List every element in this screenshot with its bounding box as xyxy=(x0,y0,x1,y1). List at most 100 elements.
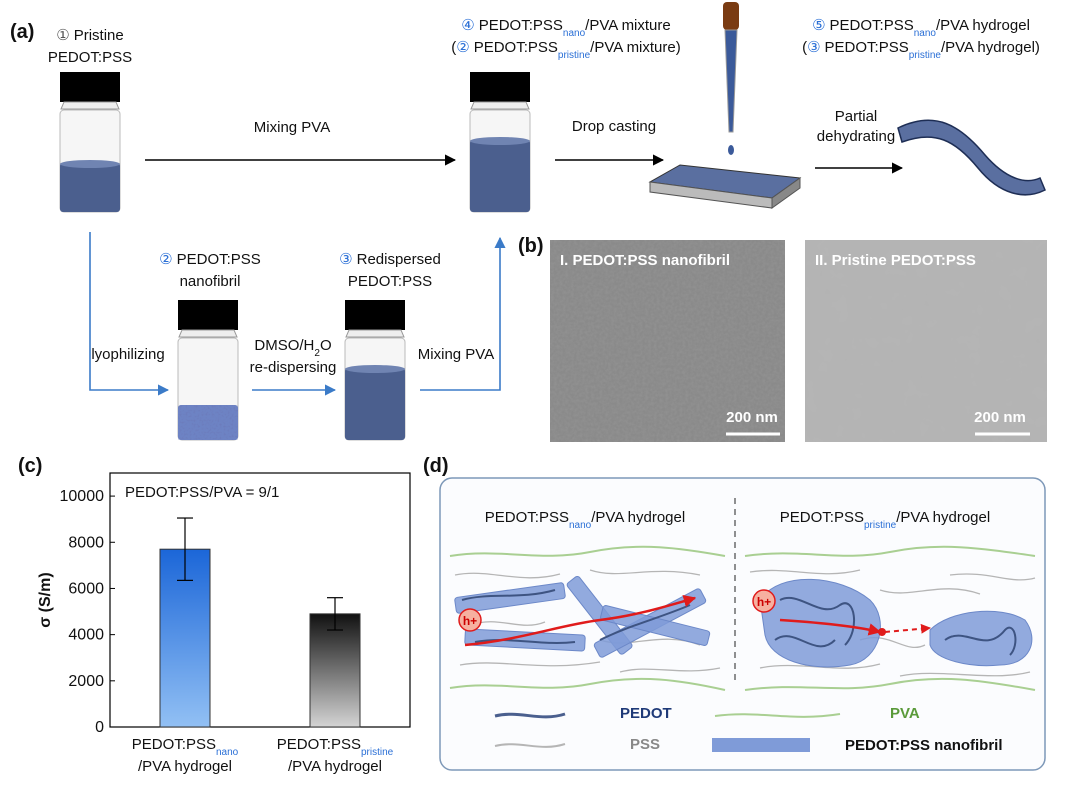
label: (② PEDOT:PSSpristine/PVA mixture) xyxy=(451,38,681,61)
y-tick-label: 0 xyxy=(95,719,104,736)
hole-label: h+ xyxy=(463,614,477,628)
text: PEDOT:PSS xyxy=(780,509,864,526)
pss xyxy=(879,588,981,595)
fibril xyxy=(454,582,566,614)
text: DMSO/H xyxy=(254,337,314,354)
y-tick-label: 10000 xyxy=(60,488,105,505)
hole-label: h+ xyxy=(757,595,771,609)
pss xyxy=(619,667,721,673)
legend-label: PEDOT xyxy=(620,705,672,722)
pss xyxy=(589,569,701,576)
pva-chains xyxy=(449,545,1036,691)
y-tick-label: 8000 xyxy=(68,534,104,551)
subscript: pristine xyxy=(909,50,942,61)
y-tick-label: 2000 xyxy=(68,673,104,690)
label: ④ PEDOT:PSSnano/PVA mixture xyxy=(461,16,671,39)
annotation: PEDOT:PSS/PVA = 9/1 xyxy=(125,484,279,501)
step-label: Mixing PVA xyxy=(254,119,330,136)
step-label: Drop casting xyxy=(572,118,656,135)
text: PEDOT:PSS xyxy=(177,251,261,268)
x-tick-label: PEDOT:PSSnano xyxy=(132,736,239,758)
dropper-bulb xyxy=(723,2,739,30)
text: /PVA hydrogel xyxy=(936,17,1030,34)
text: Redispersed xyxy=(357,251,441,268)
pss xyxy=(749,569,861,575)
hop-point xyxy=(878,628,886,636)
y-tick-label: 4000 xyxy=(68,627,104,644)
number: ② xyxy=(159,250,172,268)
x-tick-label: PEDOT:PSSpristine xyxy=(277,736,394,758)
label: ① Pristine xyxy=(56,27,123,44)
subscript: pristine xyxy=(361,747,394,758)
label: ③ Redispersed xyxy=(339,250,441,268)
charge-path xyxy=(779,618,882,636)
text: ( xyxy=(451,39,456,56)
number: ③ xyxy=(339,250,352,268)
subscript: nano xyxy=(216,747,239,758)
text: PEDOT:PSS xyxy=(132,736,216,753)
pva xyxy=(449,545,726,557)
hole xyxy=(752,589,776,613)
fibril xyxy=(464,628,586,652)
subscript: nano xyxy=(563,28,586,39)
text: PEDOT:PSS xyxy=(825,39,909,56)
text: PEDOT:PSS xyxy=(830,17,914,34)
pva xyxy=(744,677,1036,691)
text: ( xyxy=(802,39,807,56)
hole xyxy=(458,608,482,632)
text: Pristine xyxy=(74,27,124,44)
image-caption: I. PEDOT:PSS nanofibril xyxy=(560,252,730,269)
label: (③ PEDOT:PSSpristine/PVA hydrogel) xyxy=(802,38,1040,61)
label: nanofibril xyxy=(180,273,241,290)
subscript: pristine xyxy=(558,50,591,61)
label: PEDOT:PSS xyxy=(348,273,432,290)
x-tick-label: /PVA hydrogel xyxy=(138,758,232,775)
text: PEDOT:PSS xyxy=(479,17,563,34)
number: ① xyxy=(56,27,69,44)
legend-pva xyxy=(714,713,841,718)
scale-label: 200 nm xyxy=(974,409,1026,426)
pss xyxy=(459,661,601,667)
image-caption: II. Pristine PEDOT:PSS xyxy=(815,252,976,269)
panel-label: (a) xyxy=(10,21,34,43)
droplet xyxy=(728,145,734,155)
panel-label: (c) xyxy=(18,455,42,477)
pva xyxy=(449,677,726,691)
pedot-chains xyxy=(461,589,1017,656)
text: /PVA mixture) xyxy=(590,39,681,56)
legend-pedot xyxy=(494,712,566,719)
diagram-title: PEDOT:PSSpristine/PVA hydrogel xyxy=(780,509,990,531)
panel-label: (b) xyxy=(518,235,544,257)
pss xyxy=(949,573,1036,581)
legend-label: PVA xyxy=(890,705,920,722)
step-label: Partial xyxy=(835,108,878,125)
tem-texture xyxy=(805,240,1047,442)
panel-d: (d) PEDOT:PSSnano/PVA hydrogel PEDOT:PSS… xyxy=(423,455,1046,771)
arrow xyxy=(420,236,506,391)
panel-label: (d) xyxy=(423,455,449,477)
hydrogel-film xyxy=(897,119,1046,196)
pedot xyxy=(944,626,1017,656)
scale-label: 200 nm xyxy=(726,409,778,426)
number: ④ xyxy=(461,16,474,34)
pedot xyxy=(599,604,691,641)
step-label: dehydrating xyxy=(817,128,895,145)
liquid xyxy=(470,140,530,212)
step-label: lyophilizing xyxy=(91,346,164,363)
text: O xyxy=(320,337,332,354)
text: /PVA hydrogel) xyxy=(941,39,1040,56)
liquid xyxy=(345,368,405,440)
step-label: DMSO/H2O xyxy=(254,337,331,359)
number: ⑤ xyxy=(812,16,825,34)
number: ③ xyxy=(807,38,820,56)
text: /PVA hydrogel xyxy=(591,509,685,526)
diagram-title: PEDOT:PSSnano/PVA hydrogel xyxy=(485,509,685,531)
panel-c: (c) PEDOT:PSS/PVA = 9/1 σ (S/m) 0 2000 400… xyxy=(18,455,411,775)
subscript: nano xyxy=(569,520,592,531)
text: PEDOT:PSS xyxy=(277,736,361,753)
legend-fibril xyxy=(712,738,810,752)
pedot xyxy=(461,589,556,601)
label: ② PEDOT:PSS xyxy=(159,250,261,268)
text: PEDOT:PSS xyxy=(474,39,558,56)
